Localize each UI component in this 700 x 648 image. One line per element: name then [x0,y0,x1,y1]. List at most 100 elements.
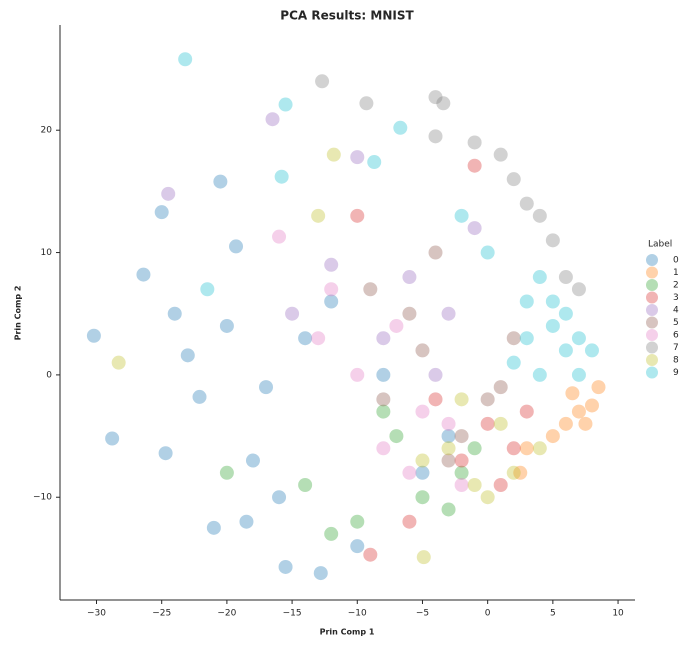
legend-marker [646,291,658,304]
point [278,97,293,112]
y-axis-label: Prin Comp 2 [14,286,23,341]
point [363,282,378,297]
x-tick-label: −20 [217,609,236,619]
point [506,465,521,480]
point [324,282,339,297]
point [532,208,547,223]
point [584,398,599,413]
point [441,306,456,321]
point [519,331,534,346]
point [545,429,560,444]
point [480,392,495,407]
y-tick-label: 0 [46,370,52,380]
point [545,294,560,309]
point [278,559,293,574]
legend-marker [646,304,658,316]
point [192,389,207,404]
y-tick-label: −10 [33,493,52,503]
x-tick-label: −15 [283,609,302,619]
legend-label: 9 [673,368,679,378]
point [402,270,417,285]
point [326,147,341,162]
point [513,465,528,480]
point [274,169,289,184]
point [441,453,456,468]
point [389,318,404,333]
point [480,416,495,431]
point [441,429,456,444]
legend-marker [646,279,658,291]
point [376,404,391,419]
point [367,155,382,170]
y-tick-label: 20 [41,126,53,136]
point [591,380,606,395]
point [467,158,482,173]
point [467,441,482,456]
point [519,294,534,309]
point [480,245,495,260]
legend-marker [646,254,658,266]
point [402,465,417,480]
point [239,514,254,529]
legend-marker [646,366,658,379]
point [154,205,169,220]
point [454,392,469,407]
point [350,539,365,554]
x-tick-label: −30 [87,609,106,619]
point [519,196,534,211]
point [506,331,521,346]
legend-title: Label [648,240,672,250]
point [311,331,326,346]
point [558,270,573,285]
point [545,318,560,333]
point [324,257,339,272]
point [86,328,101,343]
point [213,174,228,189]
point [467,221,482,236]
x-tick-label: −10 [348,609,367,619]
chart-title: PCA Results: MNIST [280,9,414,23]
point [558,306,573,321]
point [350,367,365,382]
point [428,129,443,144]
point [571,282,586,297]
point [454,478,469,492]
point [376,392,391,407]
point [161,186,176,201]
point [167,306,182,321]
point [324,526,339,541]
point [311,208,326,223]
point [441,502,456,517]
x-tick-label: −5 [416,609,429,619]
point [436,96,451,111]
x-tick-label: −25 [152,609,171,619]
point [428,90,443,105]
point [324,294,339,309]
point [493,478,508,492]
point [158,446,173,461]
point [519,404,534,419]
legend-marker [646,341,658,354]
point [428,392,443,407]
legend-marker [646,354,658,366]
point [389,429,404,444]
point [350,208,365,223]
point [416,550,431,565]
legend-label: 2 [673,281,679,291]
point [545,233,560,248]
point [272,229,287,244]
point [265,112,280,127]
point [200,282,215,297]
point [415,453,430,468]
point [506,355,521,370]
point [493,416,508,431]
point [454,465,469,480]
point [180,348,195,363]
legend-label: 4 [673,306,679,316]
legend-marker [646,266,658,279]
point [415,465,430,480]
point [219,318,234,333]
point [506,172,521,187]
point [285,306,300,321]
